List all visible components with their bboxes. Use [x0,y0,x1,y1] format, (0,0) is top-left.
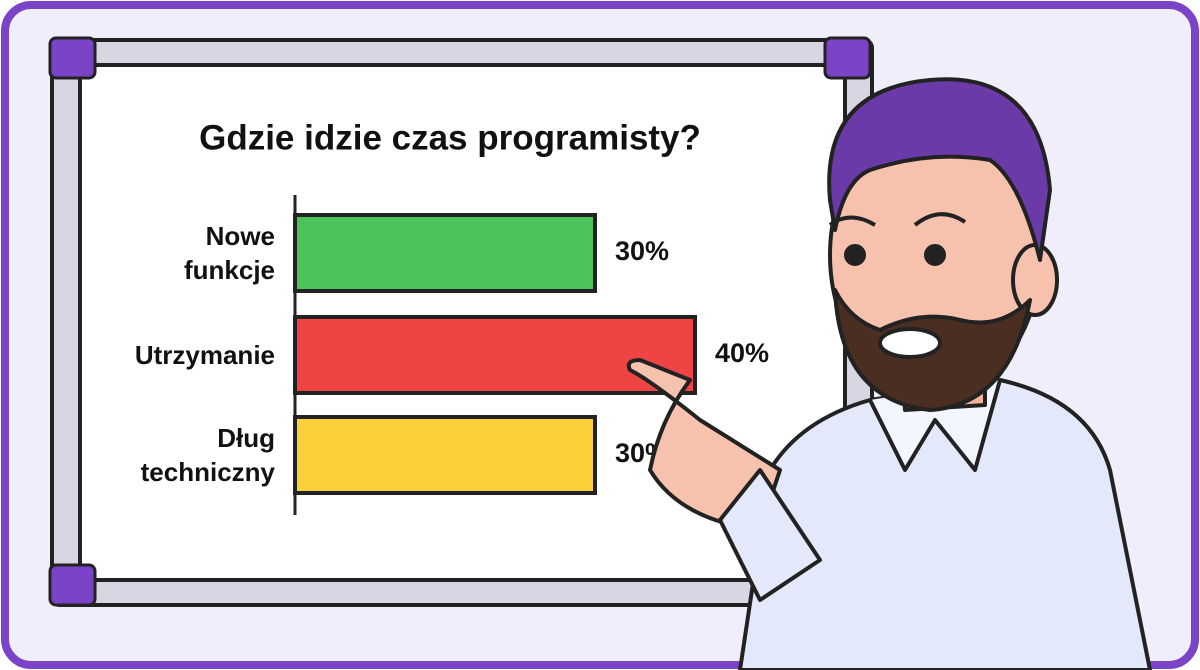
mouth [878,327,942,359]
chart-title: Gdzie idzie czas programisty? [199,118,701,157]
bar [293,315,697,395]
category-label: Nowe funkcje [183,221,276,285]
hand [626,358,782,532]
bar [293,415,597,495]
value-label: 30% [615,236,669,266]
category-label: Dług techniczny [140,423,276,487]
value-label: 40% [715,338,769,368]
eye [844,244,866,266]
category-label: Utrzymanie [134,340,275,370]
ear [1011,243,1059,317]
brows [828,212,967,227]
eye [924,244,946,266]
person [626,77,1152,670]
bar [293,213,597,293]
bars: 30%40%30% [293,213,769,495]
corner [48,36,97,80]
corner [48,563,97,607]
shirt [738,378,1152,670]
sleeve [718,468,822,602]
hair [827,77,1052,262]
corner [823,36,872,80]
